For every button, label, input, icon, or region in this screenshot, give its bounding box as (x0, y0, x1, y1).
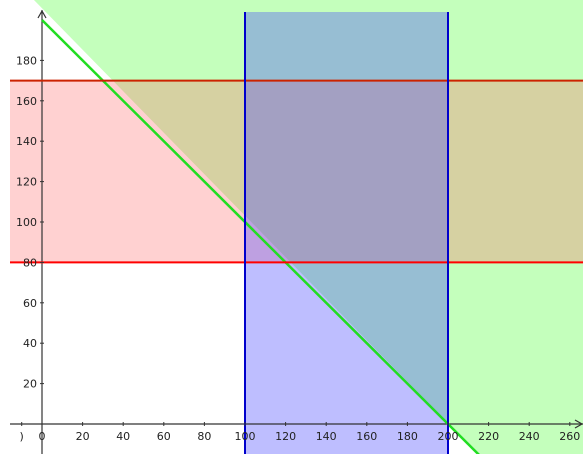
region-x-band (245, 12, 448, 454)
x-tick-label: 160 (356, 430, 377, 443)
boundary-lines (10, 12, 583, 454)
line-x-plus-y-200 (41, 19, 480, 454)
x-tick-label: 80 (197, 430, 211, 443)
shaded-regions (10, 0, 583, 454)
y-axis-arrow (37, 9, 47, 19)
x-tick-label: 40 (116, 430, 130, 443)
y-tick-label: 180 (16, 54, 37, 67)
x-tick-label: 240 (519, 430, 540, 443)
x-tick-label: 220 (478, 430, 499, 443)
y-tick-label: 160 (16, 95, 37, 108)
y-tick-label: 20 (23, 378, 37, 391)
x-tick-labels: ) 0 20 40 60 80 100 120 140 160 180 200 220 240 260 (20, 422, 580, 443)
x-tick-label: 200 (438, 430, 459, 443)
region-y-band (10, 80, 583, 263)
y-tick-label: 40 (23, 337, 37, 350)
x-axis-arrow (574, 419, 583, 429)
y-tick-label: 60 (23, 297, 37, 310)
x-tick-label: 120 (275, 430, 296, 443)
axes (10, 9, 583, 454)
y-tick-label: 100 (16, 216, 37, 229)
x-tick-label: 140 (316, 430, 337, 443)
y-tick-label: 80 (23, 256, 37, 269)
region-above-line (33, 0, 583, 454)
y-tick-labels: 20 40 60 80 100 120 140 160 180 (16, 54, 44, 391)
y-tick-label: 120 (16, 176, 37, 189)
x-tick-label: 20 (76, 430, 90, 443)
x-tick-label: 0 (39, 430, 46, 443)
x-tick-label: 60 (157, 430, 171, 443)
x-tick-label: 100 (235, 430, 256, 443)
y-tick-label: 140 (16, 135, 37, 148)
x-tick-label: 180 (397, 430, 418, 443)
x-tick-label: 260 (559, 430, 580, 443)
x-tick-label: ) (20, 430, 24, 443)
